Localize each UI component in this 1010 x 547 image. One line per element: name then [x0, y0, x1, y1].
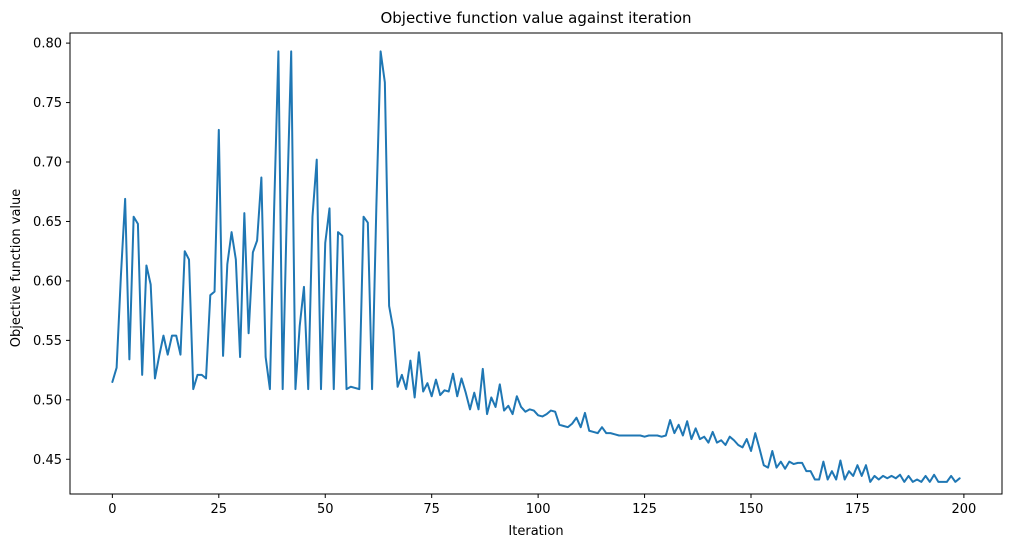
x-axis: 0 25 50 75 100 125 150 175 200	[108, 494, 976, 517]
x-tick-label: 75	[423, 502, 440, 517]
y-tick-label: 0.50	[33, 393, 62, 408]
x-tick-label: 175	[845, 502, 870, 517]
plot-frame	[69, 32, 1003, 495]
x-tick-label: 200	[951, 502, 976, 517]
y-axis: 0.45 0.50 0.55 0.60 0.65 0.70 0.75 0.80	[33, 37, 70, 468]
x-tick-label: 50	[317, 502, 334, 517]
chart-title: Objective function value against iterati…	[380, 9, 691, 27]
y-tick-label: 0.80	[33, 37, 62, 52]
y-tick-label: 0.65	[33, 215, 62, 230]
objective-series-line	[111, 50, 961, 483]
y-tick-label: 0.55	[33, 334, 62, 349]
x-axis-label: Iteration	[508, 524, 563, 539]
y-axis-label: Objective function value	[9, 189, 24, 348]
x-tick-label: 100	[526, 502, 551, 517]
y-tick-label: 0.75	[33, 96, 62, 111]
y-tick-label: 0.60	[33, 274, 62, 289]
x-tick-label: 125	[632, 502, 657, 517]
y-tick-label: 0.45	[33, 453, 62, 468]
x-tick-label: 150	[739, 502, 764, 517]
y-tick-label: 0.70	[33, 156, 62, 171]
x-tick-label: 25	[211, 502, 228, 517]
x-tick-label: 0	[108, 502, 116, 517]
